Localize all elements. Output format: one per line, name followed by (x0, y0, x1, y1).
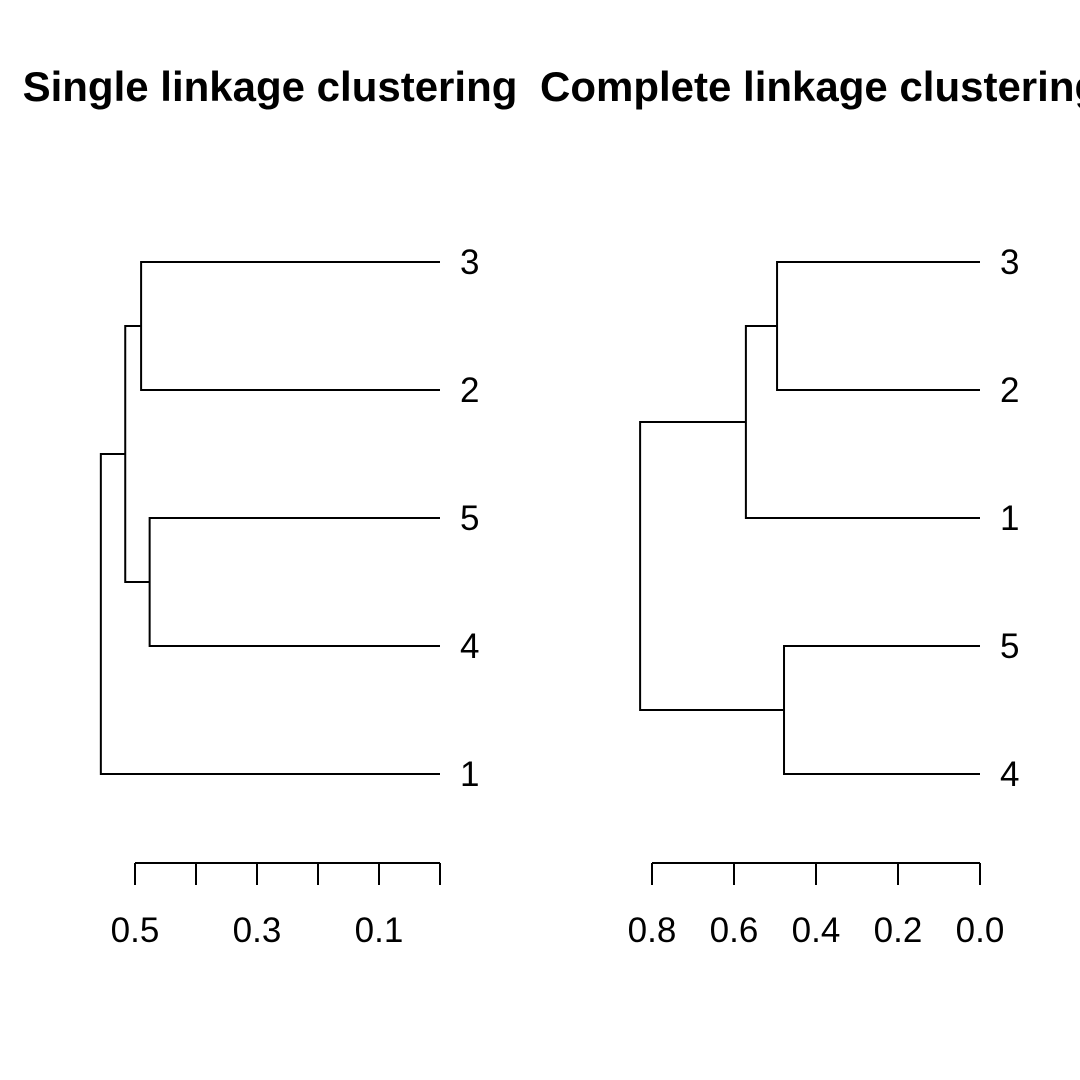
single-linkage-dendrogram: 3 2 5 4 1 0.5 0.3 0.1 (99, 243, 479, 950)
tick-label: 0.4 (792, 911, 841, 950)
tick-label: 0.6 (710, 911, 759, 950)
leaf-label: 2 (460, 371, 479, 410)
tick-label: 0.5 (111, 911, 160, 950)
tick-label: 0.2 (874, 911, 923, 950)
dendrogram-branch (783, 645, 980, 775)
tick-label: 0.3 (233, 911, 282, 950)
single-linkage-panel: Single linkage clustering 3 2 5 4 1 0.5 0.3 0.1 (22, 63, 518, 950)
leaf-label: 1 (1000, 499, 1019, 538)
dendrogram-branch (99, 453, 440, 775)
dendrogram-branch (148, 517, 440, 647)
leaf-label: 3 (460, 243, 479, 282)
leaf-label: 2 (1000, 371, 1019, 410)
leaf-label: 3 (1000, 243, 1019, 282)
dendrogram-branch (124, 325, 150, 583)
dendrogram-branch (744, 325, 980, 519)
dendrogram-branch (776, 261, 980, 391)
leaf-label: 5 (1000, 627, 1019, 666)
leaf-label: 4 (1000, 755, 1019, 794)
leaf-label: 4 (460, 627, 479, 666)
chart-title: Complete linkage clustering (540, 63, 1080, 110)
tick-label: 0.1 (355, 911, 404, 950)
leaf-label: 1 (460, 755, 479, 794)
complete-linkage-dendrogram: 3 2 1 5 4 0.8 0.6 0.4 0.2 0.0 (628, 243, 1020, 950)
leaf-label: 5 (460, 499, 479, 538)
tick-label: 0.8 (628, 911, 677, 950)
dendrogram-branch (140, 261, 440, 391)
dendrogram-branch (639, 421, 785, 711)
complete-linkage-panel: Complete linkage clustering 3 2 1 5 4 0.8 0.6 0… (540, 0, 1080, 1080)
chart-title: Single linkage clustering (22, 63, 518, 110)
tick-label: 0.0 (956, 911, 1005, 950)
